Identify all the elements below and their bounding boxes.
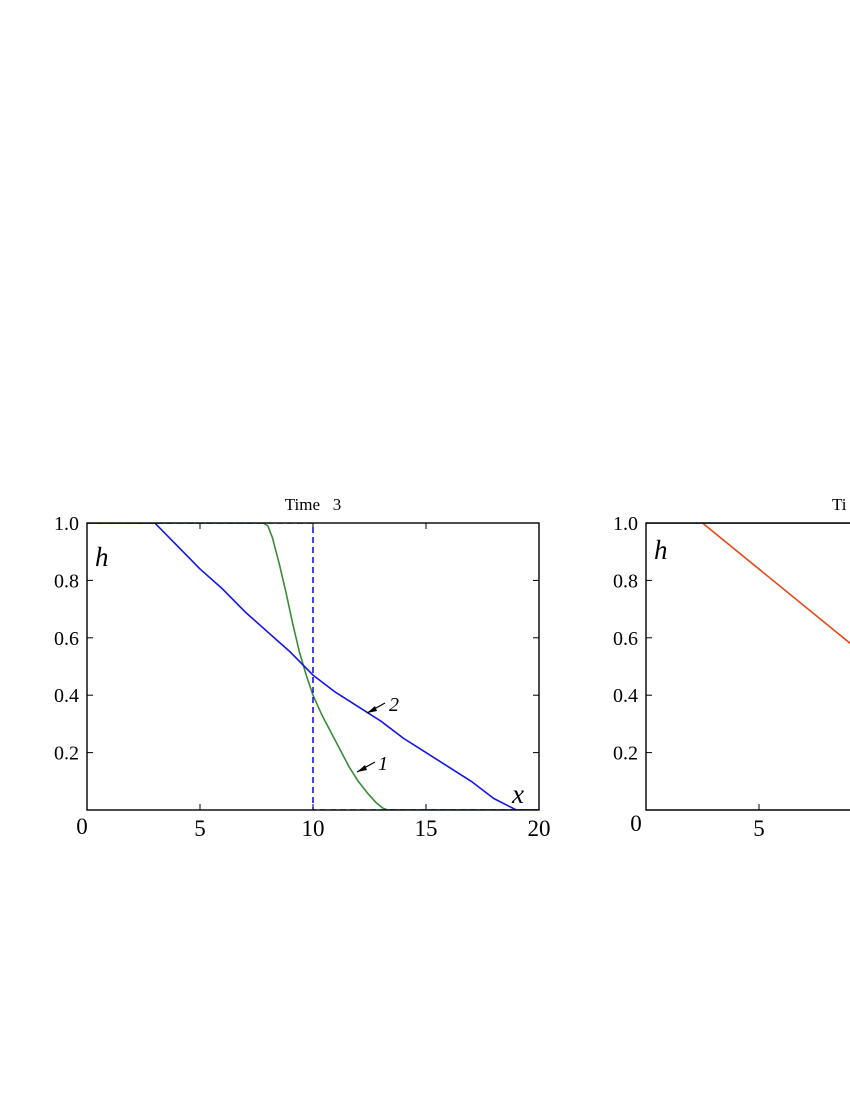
y-axis-label: h: [95, 542, 109, 572]
y-tick-label: 0.8: [613, 570, 638, 592]
y-tick-label: 0.2: [613, 743, 638, 765]
chart-title: Ti: [832, 495, 847, 514]
annotation-2: 2: [366, 694, 399, 716]
x-tick-label: 15: [415, 816, 438, 841]
series-line-2: [87, 523, 539, 810]
series-line-dashed: [87, 523, 539, 810]
annotation-1: 1: [356, 753, 388, 775]
y-tick-label: 0.4: [613, 685, 638, 707]
series-group: [646, 523, 850, 645]
y-tick-label: 1.0: [613, 513, 638, 535]
annotation-1-arrowhead: [357, 765, 367, 772]
series-group: [87, 523, 539, 810]
plot-frame: [86, 522, 540, 811]
y-tick-label: 0.8: [54, 570, 79, 592]
x-tick-label: 20: [528, 816, 551, 841]
series-line-1: [87, 523, 539, 810]
tick-group: 0.2 0.4 0.6 0.8 1.0 0 5 10 15 20: [54, 513, 551, 841]
plot-frame: [645, 522, 850, 811]
annotation-2-label: 2: [389, 694, 399, 716]
x-tick-label: 5: [194, 816, 206, 841]
annotation-1-label: 1: [378, 753, 388, 775]
y-tick-label: 0.2: [54, 743, 79, 765]
chart-panel-left: Time 3 0.2 0.4 0.6 0.8 1.0 0 5 10 15 20 h x 2 1: [54, 495, 551, 841]
x-tick-label: 0: [76, 814, 88, 839]
y-tick-label: 0.6: [613, 628, 638, 650]
y-tick-label: 1.0: [54, 513, 79, 535]
x-tick-label: 10: [302, 816, 325, 841]
x-tick-label: 0: [630, 811, 642, 836]
chart-title: Time 3: [285, 495, 342, 514]
series-line-1: [701, 523, 850, 645]
y-axis-label: h: [654, 535, 668, 565]
y-tick-label: 0.6: [54, 628, 79, 650]
x-tick-label: 5: [753, 816, 765, 841]
tick-group: 0.2 0.4 0.6 0.8 1.0 0 5: [613, 513, 765, 841]
y-tick-label: 0.4: [54, 685, 79, 707]
annotation-2-arrowhead: [367, 706, 377, 713]
x-axis-label: x: [511, 779, 524, 809]
chart-panel-right: Ti 0.2 0.4 0.6 0.8 1.0 0 5 h: [613, 495, 850, 841]
